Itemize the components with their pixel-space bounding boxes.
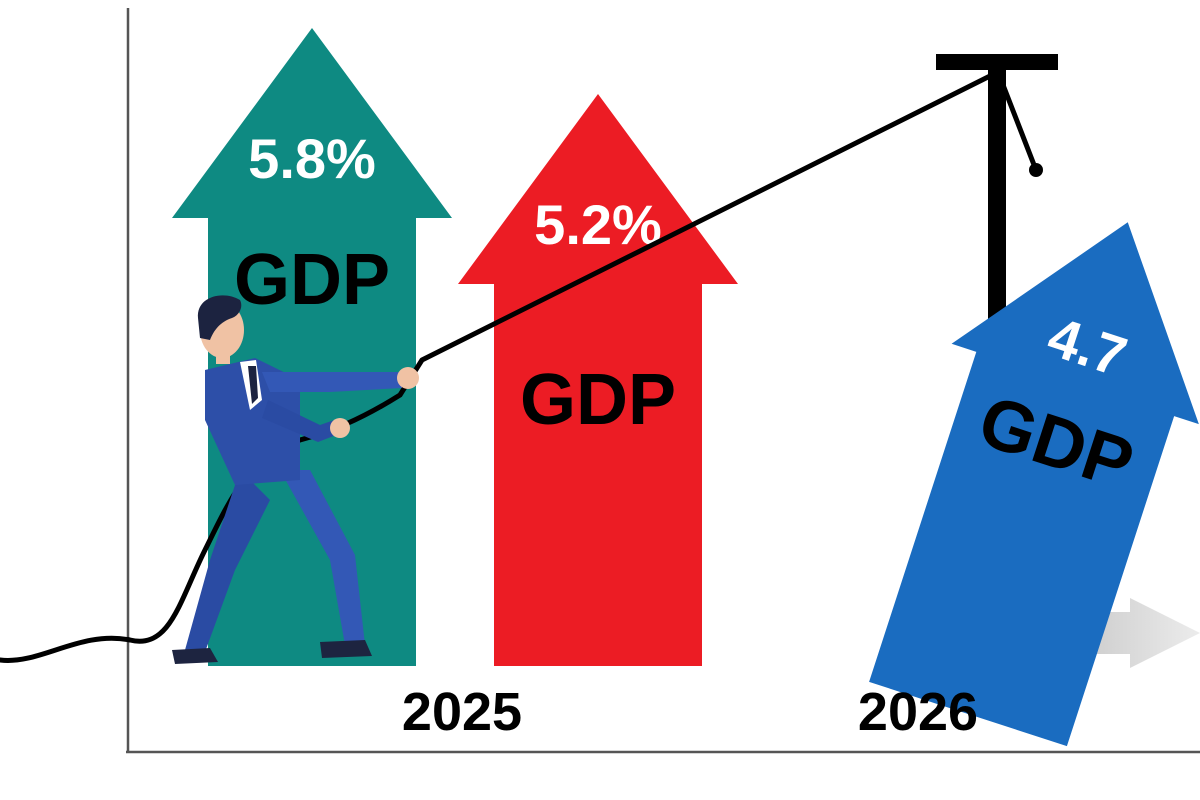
data-label-0: 5.8% bbox=[248, 127, 376, 190]
bar-label-1: GDP bbox=[520, 360, 676, 440]
x-tick-label-2026: 2026 bbox=[858, 682, 978, 742]
bar-arrow-2 bbox=[869, 222, 1199, 747]
bar-1: 5.2% GDP bbox=[458, 94, 738, 666]
x-tick-label-2025: 2025 bbox=[402, 682, 522, 742]
bar-label-0: GDP bbox=[234, 240, 390, 320]
businessman-pulling-rope-icon bbox=[172, 295, 419, 664]
data-label-1: 5.2% bbox=[534, 193, 662, 256]
